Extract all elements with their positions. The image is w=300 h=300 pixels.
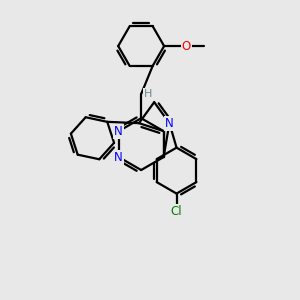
Text: Cl: Cl	[171, 205, 182, 218]
Text: O: O	[182, 40, 191, 52]
Text: N: N	[165, 117, 174, 130]
Text: N: N	[114, 151, 123, 164]
Text: H: H	[143, 89, 152, 99]
Text: N: N	[114, 125, 123, 138]
